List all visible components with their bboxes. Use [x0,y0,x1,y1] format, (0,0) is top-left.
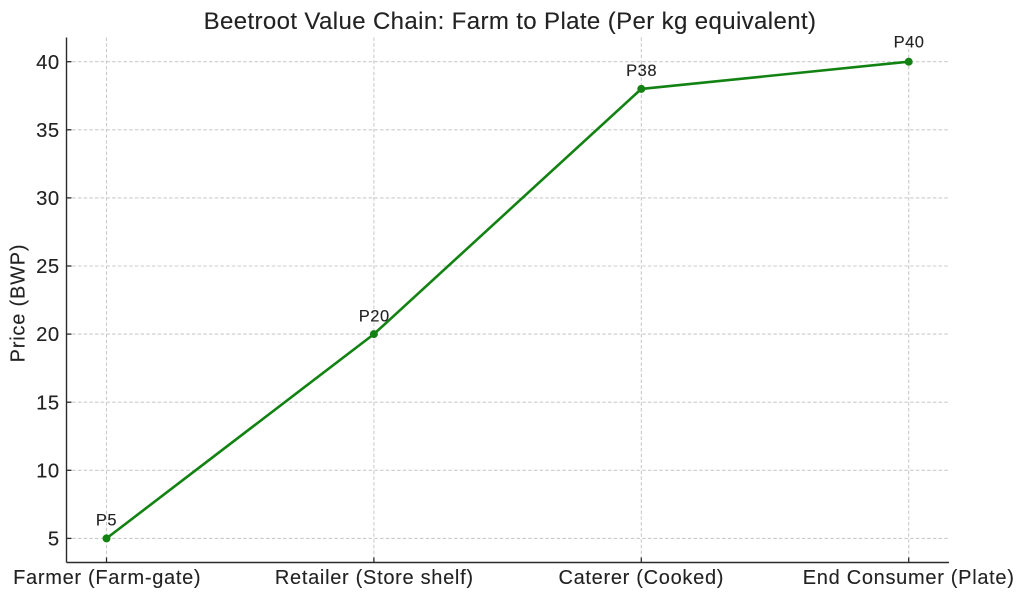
svg-text:P5: P5 [96,512,117,530]
svg-text:35: 35 [36,120,59,142]
svg-text:Beetroot Value Chain: Farm to: Beetroot Value Chain: Farm to Plate (Per… [204,8,817,35]
svg-text:10: 10 [36,460,59,482]
svg-text:Retailer (Store shelf): Retailer (Store shelf) [275,567,474,589]
svg-text:30: 30 [36,188,59,210]
svg-text:40: 40 [36,52,59,74]
svg-text:20: 20 [36,324,59,346]
svg-text:15: 15 [36,392,59,414]
svg-text:Price (BWP): Price (BWP) [8,244,30,363]
svg-text:5: 5 [48,529,60,551]
svg-text:Farmer (Farm-gate): Farmer (Farm-gate) [13,567,201,589]
svg-text:P40: P40 [894,33,925,51]
svg-text:P38: P38 [626,62,657,80]
svg-text:P20: P20 [359,307,390,325]
svg-text:25: 25 [36,256,59,278]
svg-text:Caterer (Cooked): Caterer (Cooked) [558,567,724,589]
svg-text:End Consumer (Plate): End Consumer (Plate) [803,567,1015,589]
